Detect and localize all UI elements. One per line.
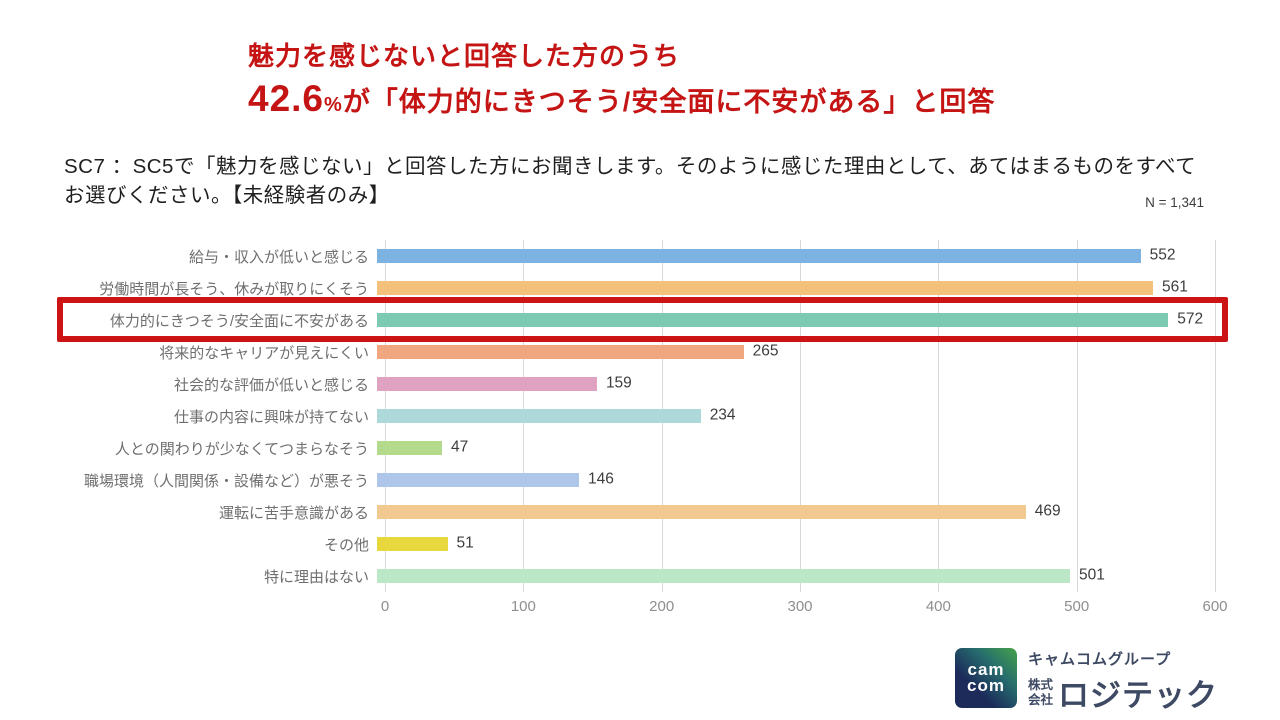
category-label: 労働時間が長そう、休みが取りにくそう <box>99 280 369 298</box>
chart-rows: 給与・収入が低いと感じる 552 労働時間が長そう、休みが取りにくそう 561 体力的に… <box>60 240 1228 592</box>
chart-row: 体力的にきつそう/安全面に不安がある 572 <box>60 304 1228 336</box>
x-axis-tick: 100 <box>510 598 536 615</box>
bar-track: 234 <box>377 406 1207 424</box>
question-text: SC7 ：SC5で「魅力を感じない」と回答した方にお聞きします。そのように感じた… <box>64 155 1197 208</box>
value-label: 159 <box>605 374 632 392</box>
value-label: 572 <box>1177 310 1204 328</box>
value-label: 469 <box>1034 502 1061 520</box>
value-label: 501 <box>1079 566 1105 584</box>
x-axis-tick: 600 <box>1202 598 1228 615</box>
chart-row: 社会的な評価が低いと感じる 159 <box>60 368 1228 400</box>
title-highlight-value: 42.6 <box>248 77 325 119</box>
chart-row: 労働時間が長そう、休みが取りにくそう 561 <box>60 272 1228 304</box>
x-axis-tick: 200 <box>649 598 675 615</box>
category-label: 将来的なキャリアが見えにくい <box>159 344 369 362</box>
title-percent-sign: % <box>324 93 343 116</box>
value-label: 146 <box>587 470 614 488</box>
title-line-2: 42.6%が「体力的にきつそう/安全面に不安がある」と回答 <box>248 77 996 120</box>
bar-track: 469 <box>377 502 1207 520</box>
logo-square-line-2: com <box>967 676 1005 695</box>
title-line-1: 魅力を感じないと回答した方のうち <box>248 41 681 71</box>
category-label: その他 <box>323 536 369 554</box>
bar-track: 146 <box>377 470 1207 488</box>
gridline <box>938 240 940 592</box>
bar <box>377 569 1071 583</box>
bar <box>377 409 701 423</box>
chart-row: その他 51 <box>60 528 1228 560</box>
bar <box>377 505 1026 519</box>
bar-track: 572 <box>377 310 1207 328</box>
bar-track: 159 <box>377 374 1207 392</box>
category-label: 特に理由はない <box>263 568 369 586</box>
x-axis: 0 100 200 300 400 500 600 <box>381 598 1228 620</box>
bar-track: 47 <box>377 438 1207 456</box>
value-label: 234 <box>709 406 736 424</box>
logo-company: 株式 会社 ロジテック <box>1028 670 1218 715</box>
bar-track: 552 <box>377 246 1207 264</box>
category-label: 人との関わりが少なくてつまらなそう <box>114 440 369 458</box>
category-label: 社会的な評価が低いと感じる <box>173 376 369 394</box>
x-axis-tick: 400 <box>925 598 951 615</box>
sample-size-label: N = 1,341 <box>1145 195 1204 210</box>
bar-track: 561 <box>377 278 1207 296</box>
chart-row: 運転に苦手意識がある 469 <box>60 496 1228 528</box>
slide-title: 魅力を感じないと回答した方のうち 42.6%が「体力的にきつそう/安全面に不安が… <box>248 40 995 119</box>
bar <box>377 281 1154 295</box>
gridline <box>1215 240 1216 592</box>
bar <box>377 441 443 455</box>
chart-row: 職場環境（人間関係・設備など）が悪そう 146 <box>60 464 1228 496</box>
category-label: 運転に苦手意識がある <box>218 504 369 522</box>
bar <box>377 473 579 487</box>
bar-chart: 給与・収入が低いと感じる 552 労働時間が長そう、休みが取りにくそう 561 体力的に… <box>57 240 1228 622</box>
logo-company-name: ロジテック <box>1058 678 1219 713</box>
bar-track: 501 <box>377 566 1207 584</box>
value-label: 552 <box>1149 246 1176 264</box>
category-label: 職場環境（人間関係・設備など）が悪そう <box>83 472 369 490</box>
title-line-2-rest: が「体力的にきつそう/安全面に不安がある」と回答 <box>342 86 996 117</box>
value-label: 51 <box>456 534 474 552</box>
logo-group-name: キャムコムグループ <box>1028 651 1172 668</box>
x-axis-tick: 500 <box>1064 598 1090 615</box>
category-label: 仕事の内容に興味が持てない <box>173 408 369 426</box>
chart-row: 将来的なキャリアが見えにくい 265 <box>60 336 1228 368</box>
bar <box>377 313 1169 327</box>
logo-square-line-1: cam <box>967 659 1005 679</box>
x-axis-tick: 300 <box>787 598 813 615</box>
value-label: 561 <box>1162 278 1188 296</box>
company-logo: cam com キャムコムグループ 株式 会社 ロジテック <box>955 648 1218 715</box>
camcom-logo-icon: cam com <box>955 648 1017 708</box>
bar <box>377 345 744 359</box>
bar-track: 265 <box>377 342 1207 360</box>
value-label: 47 <box>451 438 469 456</box>
logo-company-prefix: 株式 会社 <box>1028 678 1054 707</box>
logo-text: キャムコムグループ 株式 会社 ロジテック <box>1028 648 1218 715</box>
category-label: 体力的にきつそう/安全面に不安がある <box>109 312 369 330</box>
chart-row: 仕事の内容に興味が持てない 234 <box>60 400 1228 432</box>
bar <box>377 249 1141 263</box>
category-label: 給与・収入が低いと感じる <box>188 248 369 266</box>
gridline <box>800 240 801 592</box>
bar <box>377 537 448 551</box>
value-label: 265 <box>752 342 779 360</box>
bar <box>377 377 597 391</box>
chart-row: 給与・収入が低いと感じる 552 <box>60 240 1228 272</box>
bar-track: 51 <box>377 534 1207 552</box>
x-axis-tick: 0 <box>380 598 390 615</box>
chart-row: 特に理由はない 501 <box>60 560 1228 592</box>
gridline <box>1076 240 1078 592</box>
chart-row: 人との関わりが少なくてつまらなそう 47 <box>60 432 1228 464</box>
